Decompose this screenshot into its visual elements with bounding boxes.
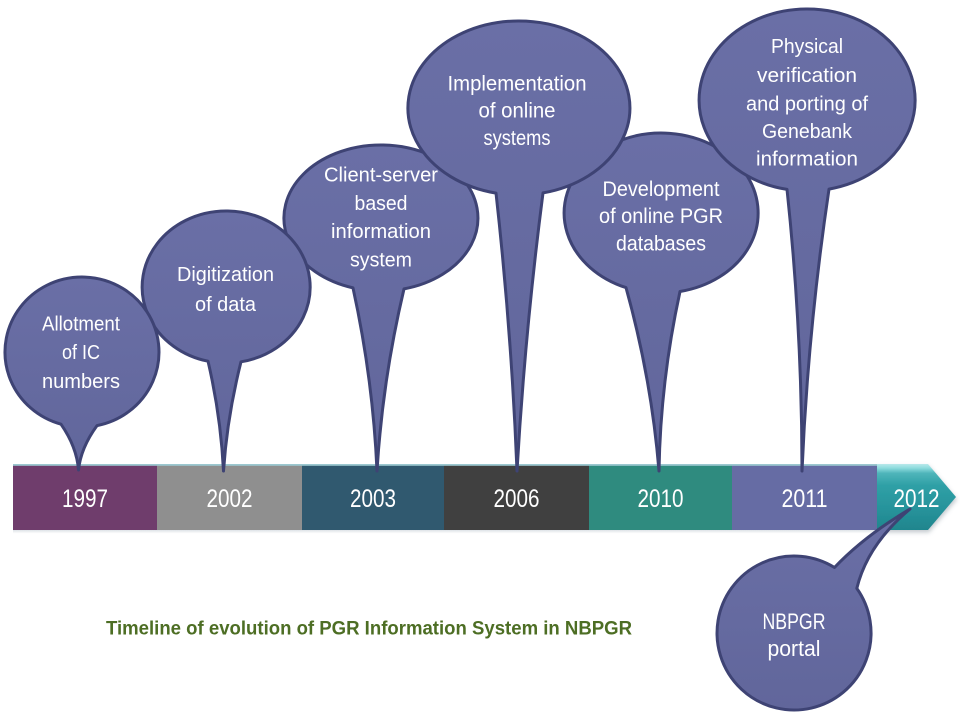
svg-text:Physical: Physical [771, 35, 843, 58]
svg-text:information: information [331, 220, 431, 243]
svg-text:based: based [355, 192, 408, 215]
svg-text:Timeline of evolution of PGR I: Timeline of evolution of PGR Information… [106, 618, 632, 640]
svg-text:Client-server: Client-server [324, 164, 438, 187]
svg-text:Allotment: Allotment [42, 313, 120, 336]
svg-text:Digitization: Digitization [177, 263, 274, 286]
svg-text:NBPGR: NBPGR [763, 609, 826, 634]
svg-text:databases: databases [616, 233, 706, 256]
svg-text:of online PGR: of online PGR [599, 205, 723, 228]
svg-text:2012: 2012 [894, 485, 940, 513]
svg-text:of online: of online [479, 100, 556, 123]
svg-text:Implementation: Implementation [448, 73, 587, 96]
svg-text:information: information [756, 148, 858, 171]
svg-text:2006: 2006 [494, 485, 540, 513]
svg-text:verification: verification [757, 64, 857, 87]
svg-text:2011: 2011 [782, 485, 828, 513]
svg-text:Development: Development [603, 178, 720, 201]
svg-text:portal: portal [768, 636, 821, 661]
svg-text:of data: of data [195, 293, 257, 316]
svg-text:2003: 2003 [350, 485, 396, 513]
svg-text:systems: systems [484, 127, 551, 150]
svg-text:2002: 2002 [207, 485, 253, 513]
svg-text:and porting of: and porting of [746, 93, 868, 116]
svg-text:system: system [350, 249, 412, 272]
svg-text:1997: 1997 [62, 485, 108, 513]
svg-text:numbers: numbers [42, 370, 120, 393]
svg-text:of IC: of IC [62, 341, 100, 364]
svg-text:Genebank: Genebank [762, 120, 853, 143]
svg-text:2010: 2010 [638, 485, 684, 513]
